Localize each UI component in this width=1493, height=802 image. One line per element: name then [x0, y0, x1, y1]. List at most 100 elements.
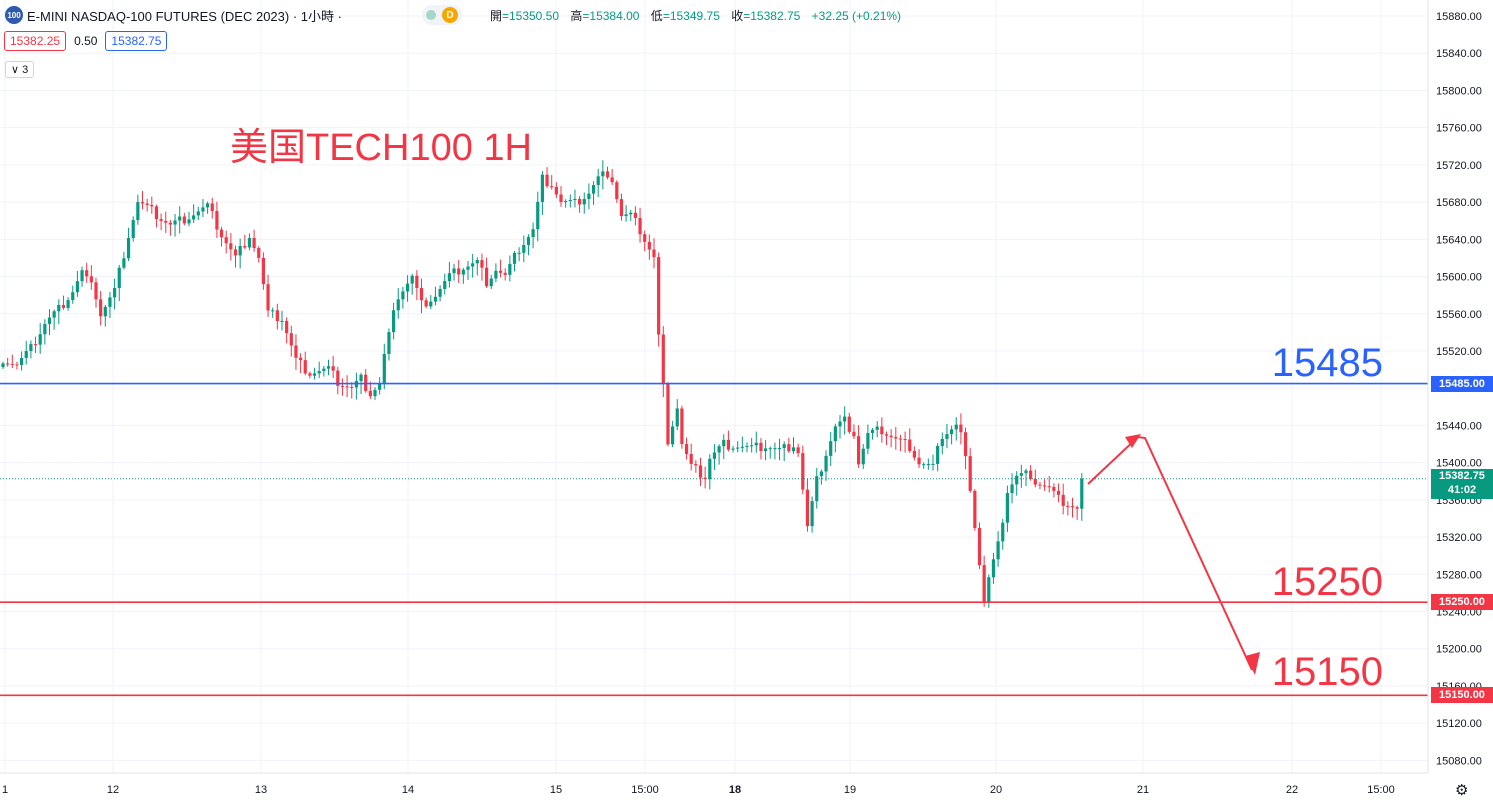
candle-body — [345, 386, 349, 388]
candle-body — [433, 296, 438, 302]
candle-body — [582, 199, 586, 205]
candle-body — [1005, 493, 1009, 523]
indicators-toggle-button[interactable]: ∨ 3 — [5, 61, 35, 78]
open-label: 開 — [489, 8, 502, 23]
candle-body — [991, 559, 996, 578]
candle-body — [99, 299, 103, 317]
ohlc-values: 開=15350.50 高=15384.00 低=15349.75 收=15382… — [490, 7, 909, 24]
price-tick-label: 15760.00 — [1436, 123, 1482, 135]
candle-body — [764, 448, 768, 452]
gear-icon[interactable]: ⚙ — [1455, 782, 1469, 799]
candle-body — [215, 211, 219, 230]
candle-body — [717, 446, 721, 453]
candle-body — [247, 238, 252, 248]
candle-body — [373, 389, 377, 397]
price-tick-label: 15800.00 — [1436, 85, 1482, 97]
candle-body — [573, 198, 577, 200]
candle-body — [43, 323, 47, 335]
candle-body — [340, 385, 345, 387]
close-value: =15382.75 — [743, 8, 801, 23]
candle-body — [1001, 522, 1005, 542]
candle-body — [57, 304, 61, 312]
price-tick-label: 15080.00 — [1436, 755, 1482, 767]
chart-grid — [0, 0, 1428, 773]
high-value: =15384.00 — [582, 8, 640, 23]
candle-body — [531, 229, 535, 238]
candle-body — [857, 436, 861, 465]
last-price-value: 15382.75 — [1439, 469, 1485, 482]
trade-panel: 15382.25 0.50 15382.75 — [4, 31, 168, 51]
candle-body — [266, 284, 270, 311]
chart-header: 100 E-MINI NASDAQ-100 FUTURES (DEC 2023)… — [0, 0, 909, 30]
candle-body — [33, 344, 38, 346]
candle-body — [252, 238, 256, 248]
candle-body — [833, 426, 837, 442]
candle-body — [1015, 475, 1019, 485]
candle-body — [731, 448, 735, 450]
time-tick-label: 13 — [255, 784, 267, 796]
candle-body — [815, 476, 819, 502]
candle-body — [461, 269, 465, 275]
candle-body — [94, 282, 98, 300]
candle-body — [299, 357, 303, 361]
candle-body — [494, 270, 498, 279]
candle-body — [698, 465, 703, 478]
candle-body — [489, 278, 493, 287]
time-tick-label: 15:00 — [1367, 784, 1395, 796]
candle-body — [1066, 505, 1070, 507]
candle-body — [243, 245, 247, 248]
candle-body — [559, 194, 563, 203]
price-tick-label: 15280.00 — [1436, 569, 1482, 581]
candle-body — [75, 281, 79, 293]
candle-body — [791, 447, 796, 452]
candle-body — [950, 429, 954, 435]
price-tick-label: 15640.00 — [1436, 234, 1482, 246]
low-value: =15349.75 — [662, 8, 720, 23]
sell-button[interactable]: 15382.25 — [4, 31, 67, 51]
candle-body — [712, 452, 717, 459]
market-open-dot-icon — [425, 10, 436, 20]
candle-body — [294, 345, 298, 358]
candle-body — [229, 243, 233, 250]
candle-body — [996, 541, 1000, 560]
candle-body — [1029, 470, 1033, 479]
resistance-level-label: 15485 — [1271, 341, 1383, 385]
candle-body — [378, 383, 382, 390]
candle-body — [271, 310, 275, 312]
candle-body — [884, 434, 889, 436]
candle-body — [987, 577, 991, 603]
candle-body — [536, 201, 540, 230]
price-tick-label: 15720.00 — [1436, 160, 1482, 172]
candle-body — [633, 212, 637, 219]
candle-body — [396, 299, 400, 311]
buy-button[interactable]: 15382.75 — [105, 31, 168, 51]
candle-body — [768, 448, 772, 450]
candle-body — [694, 463, 698, 466]
candle-body — [926, 464, 930, 466]
candle-body — [312, 373, 317, 376]
time-tick-label: 12 — [107, 784, 119, 796]
candle-body — [1043, 485, 1047, 487]
candle-body — [750, 445, 754, 447]
candle-body — [843, 416, 847, 422]
candle-body — [52, 311, 56, 318]
spread-value: 0.50 — [74, 34, 98, 48]
candle-body — [1061, 494, 1065, 506]
candle-body — [824, 455, 828, 472]
price-tick-label: 15400.00 — [1436, 458, 1482, 470]
candle-body — [308, 373, 312, 376]
low-label: 低 — [650, 8, 663, 23]
candle-body — [368, 390, 372, 397]
market-status[interactable]: D — [421, 5, 462, 25]
candle-body — [1070, 506, 1075, 508]
candle-body — [415, 275, 419, 288]
candle-body — [150, 204, 154, 207]
symbol-title[interactable]: E-MINI NASDAQ-100 FUTURES (DEC 2023) · 1… — [27, 8, 342, 24]
candle-body — [922, 464, 926, 466]
candle-body — [526, 237, 531, 245]
candle-body — [452, 268, 456, 274]
candle-body — [917, 457, 921, 465]
candle-body — [1056, 490, 1061, 495]
candle-body — [540, 174, 544, 202]
